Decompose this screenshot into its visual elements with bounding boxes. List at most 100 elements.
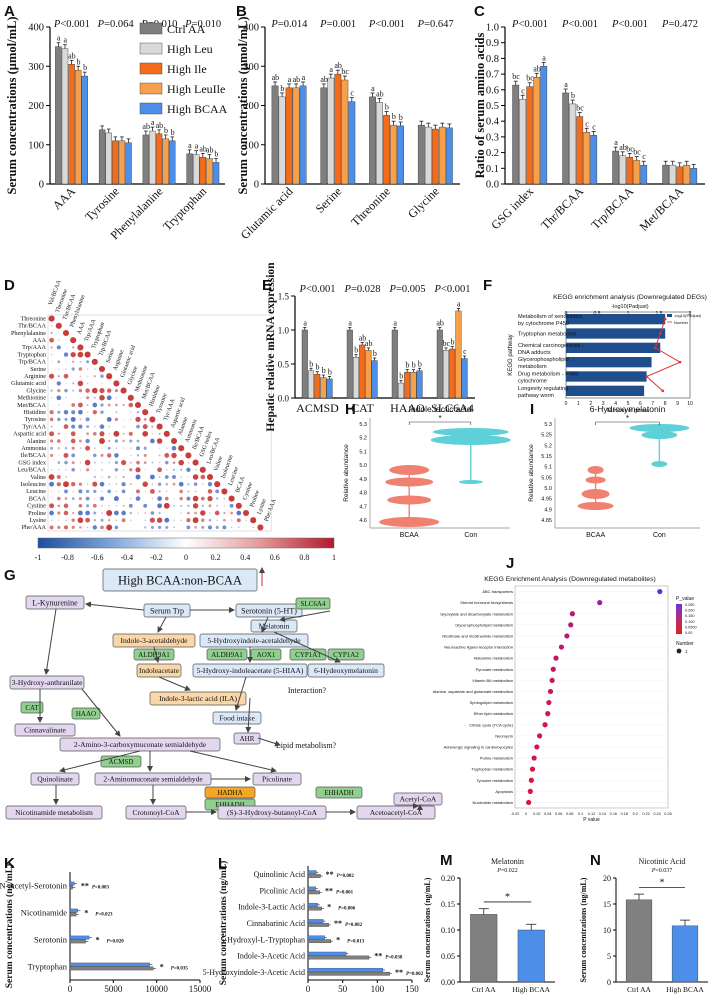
x-category-label: SLC6A4 bbox=[431, 401, 474, 415]
heatmap-cell bbox=[180, 519, 182, 521]
heatmap-row-label: Ammonia bbox=[21, 445, 46, 452]
bar bbox=[125, 142, 132, 185]
bar bbox=[583, 131, 591, 185]
heatmap-cell bbox=[179, 489, 184, 494]
bar bbox=[633, 160, 641, 185]
heatmap-cell bbox=[50, 325, 53, 327]
y-category-label: Picolinic Acid bbox=[259, 886, 305, 895]
heatmap-cell bbox=[106, 373, 113, 380]
heatmap-cell bbox=[77, 402, 83, 408]
p-value-label: P=0.028 bbox=[344, 284, 381, 295]
heatmap-cell bbox=[121, 489, 126, 494]
heatmap-cell bbox=[107, 518, 111, 522]
heatmap-cell bbox=[101, 468, 103, 471]
heatmap-row-label: Isoleucine bbox=[21, 481, 47, 488]
heatmap-row-label: Leucine bbox=[26, 488, 46, 495]
y-category-label: Purine metabolism bbox=[480, 756, 514, 761]
panel-label: G bbox=[4, 567, 16, 584]
heatmap-col-label: AAA bbox=[77, 320, 87, 335]
bar bbox=[376, 102, 383, 185]
heatmap-cell bbox=[151, 425, 154, 428]
heatmap-cell bbox=[70, 416, 76, 422]
bar bbox=[69, 912, 77, 917]
node-cinnavalinate: Cinnavalinate bbox=[24, 726, 66, 735]
panel-label: B bbox=[236, 3, 247, 20]
bar bbox=[271, 85, 279, 185]
bar bbox=[533, 77, 541, 185]
x-category-label: BCAA bbox=[400, 532, 419, 539]
heatmap-cell bbox=[79, 418, 82, 421]
x-tick-label: 0.18 bbox=[621, 812, 628, 816]
bar bbox=[365, 350, 372, 399]
heatmap-row-label: Phenylalanine bbox=[11, 330, 46, 337]
heatmap-cell bbox=[86, 483, 89, 486]
panel-m-bar-chart: M Melatonin P=0.022 0.00 0.05 0.10 0.15 0.20 Ser… bbox=[423, 852, 555, 994]
node-ila-box bbox=[149, 691, 247, 706]
node-acms: 2-Amino-3-carboxymuconate semialdehyde bbox=[74, 740, 207, 749]
y-tick-label: 0.0 bbox=[278, 394, 290, 404]
heatmap-cell bbox=[187, 476, 190, 478]
heatmap-cell bbox=[151, 461, 154, 464]
p-value-label: P=0.020 bbox=[107, 940, 125, 945]
heatmap-cell bbox=[78, 489, 83, 494]
heatmap-cell bbox=[194, 469, 197, 471]
violin-body bbox=[430, 435, 511, 445]
heatmap-cell bbox=[223, 511, 226, 515]
y-axis-title: Serum concentrations (ng/mL) bbox=[218, 861, 229, 986]
p-value-label: P=0.003 bbox=[92, 886, 110, 891]
heatmap-row-label: Glutamic acid bbox=[11, 380, 47, 387]
heatmap-cell bbox=[186, 518, 191, 523]
p-value-label: P=0.037 bbox=[651, 868, 673, 874]
heatmap-cell bbox=[71, 525, 75, 530]
heatmap-cell bbox=[48, 474, 55, 480]
p-value-label: P<0.001 bbox=[368, 19, 405, 30]
bar bbox=[369, 96, 376, 185]
bar bbox=[590, 135, 598, 185]
y-category-label: Quinolinic Acid bbox=[254, 870, 305, 879]
panel-label: D bbox=[4, 277, 15, 294]
data-point bbox=[542, 722, 548, 728]
node-top-box bbox=[102, 568, 258, 592]
y-tick-label: 5.1 bbox=[544, 465, 552, 471]
x-tick-label: 0.1 bbox=[578, 812, 583, 816]
panel-l-bar-chart: L 0 50 100 150 Serum concentrations (ng/mL) Qu… bbox=[203, 855, 424, 994]
data-point bbox=[528, 777, 534, 783]
p-rest: =0.037 bbox=[655, 868, 672, 874]
heatmap-cell bbox=[163, 502, 170, 509]
heatmap-cell bbox=[57, 389, 61, 393]
heatmap-cell bbox=[114, 525, 119, 530]
heatmap-cell bbox=[79, 375, 82, 378]
heatmap-cell bbox=[173, 497, 175, 500]
y-tick-label: 1.0 bbox=[486, 23, 499, 34]
heatmap-cell bbox=[63, 424, 69, 429]
x-tick-label: 10 bbox=[687, 401, 693, 407]
bar bbox=[417, 124, 425, 185]
significance-letter: b bbox=[328, 367, 332, 376]
p-rest: =0.013 bbox=[350, 939, 365, 944]
heatmap-cell bbox=[121, 518, 126, 523]
heatmap-cell bbox=[135, 416, 141, 423]
heatmap-row-label: Ile/BCAA bbox=[21, 452, 47, 459]
p-rest: <0.001 bbox=[618, 19, 648, 30]
node-serotonin-box bbox=[235, 603, 303, 618]
heatmap-cell bbox=[207, 482, 213, 487]
y-tick-label: 0.5 bbox=[486, 101, 499, 112]
p-value-label: P<0.001 bbox=[511, 19, 548, 30]
y-tick-label: 400 bbox=[28, 23, 44, 34]
y-tick-label: 5.1 bbox=[359, 449, 367, 455]
heatmap-cell bbox=[166, 490, 168, 493]
colorbar-tick-label: 0.6 bbox=[270, 553, 280, 562]
heatmap-cell bbox=[64, 497, 68, 500]
legend-swatch bbox=[667, 314, 672, 317]
y-tick-label: 5.05 bbox=[541, 475, 552, 481]
heatmap-cell bbox=[136, 454, 140, 457]
significance-star: * bbox=[327, 903, 331, 912]
heatmap-col-label: BCAA bbox=[235, 475, 247, 493]
x-tick-label: 2 bbox=[589, 401, 592, 407]
heatmap-cell bbox=[115, 447, 118, 450]
heatmap-cell bbox=[150, 511, 155, 515]
heatmap-cell bbox=[158, 461, 161, 464]
heatmap-cell bbox=[49, 481, 55, 487]
violin-body bbox=[385, 477, 434, 487]
